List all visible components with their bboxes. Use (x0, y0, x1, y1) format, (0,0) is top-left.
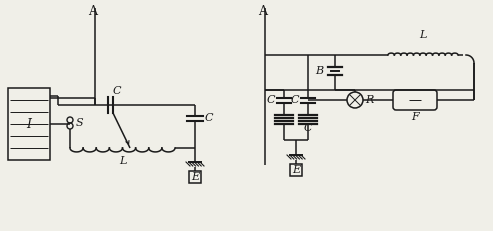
Text: C: C (205, 113, 213, 123)
Text: E: E (292, 165, 300, 175)
Text: R: R (365, 95, 373, 105)
Text: S: S (76, 118, 84, 128)
Text: A: A (89, 5, 98, 18)
Text: C: C (291, 95, 299, 105)
Text: A: A (258, 5, 268, 18)
Text: B: B (315, 66, 323, 76)
Bar (290, 164, 302, 176)
Text: L: L (119, 156, 126, 166)
Bar (8, 88, 50, 160)
Text: E: E (191, 172, 199, 182)
Text: I: I (27, 118, 32, 131)
Text: L: L (420, 30, 426, 40)
Text: C: C (304, 123, 313, 133)
Text: C: C (113, 86, 121, 96)
Text: C: C (267, 95, 275, 105)
Text: F: F (411, 112, 419, 122)
Bar (189, 171, 201, 183)
